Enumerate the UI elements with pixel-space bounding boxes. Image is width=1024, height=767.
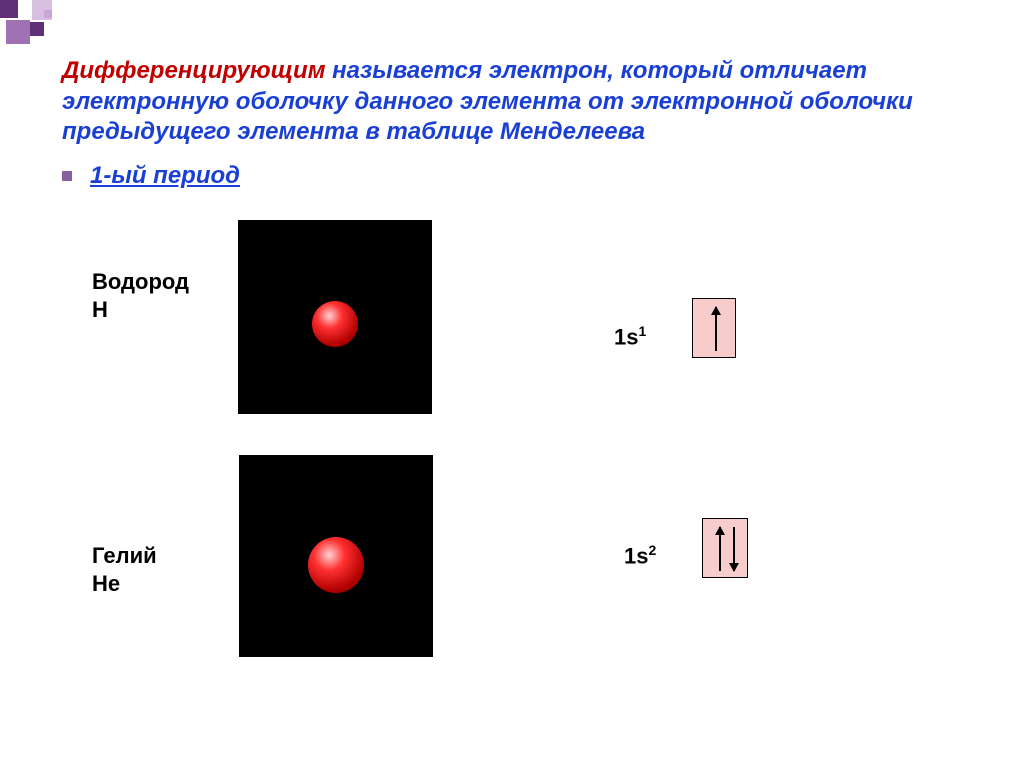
decor-square <box>44 10 52 18</box>
atom-visual <box>238 220 432 414</box>
electron-config: 1s1 <box>614 323 646 350</box>
spin-down-icon <box>733 527 735 571</box>
element-label: Водород H <box>92 268 189 323</box>
decor-square <box>18 0 32 14</box>
spin-up-icon <box>719 527 721 571</box>
decor-square <box>30 22 44 36</box>
slide-content: Дифференцирующим называется электрон, ко… <box>62 56 962 190</box>
orbital-cell <box>692 298 736 358</box>
bullet-icon <box>62 171 72 181</box>
decor-square <box>6 20 30 44</box>
orbital-cell <box>702 518 748 578</box>
element-symbol: H <box>92 297 108 322</box>
element-label: Гелий He <box>92 542 157 597</box>
slide-title: Дифференцирующим называется электрон, ко… <box>62 56 962 148</box>
atom-sphere <box>312 301 358 347</box>
atom-visual <box>239 455 433 657</box>
element-symbol: He <box>92 571 120 596</box>
period-label: 1-ый период <box>90 162 240 190</box>
title-highlight: Дифференцирующим <box>62 57 325 84</box>
decor-square <box>0 0 18 18</box>
element-name: Водород <box>92 269 189 294</box>
element-name: Гелий <box>92 543 157 568</box>
electron-config: 1s2 <box>624 542 656 569</box>
period-row: 1-ый период <box>62 162 962 190</box>
spin-up-icon <box>715 307 717 351</box>
atom-sphere <box>308 537 364 593</box>
